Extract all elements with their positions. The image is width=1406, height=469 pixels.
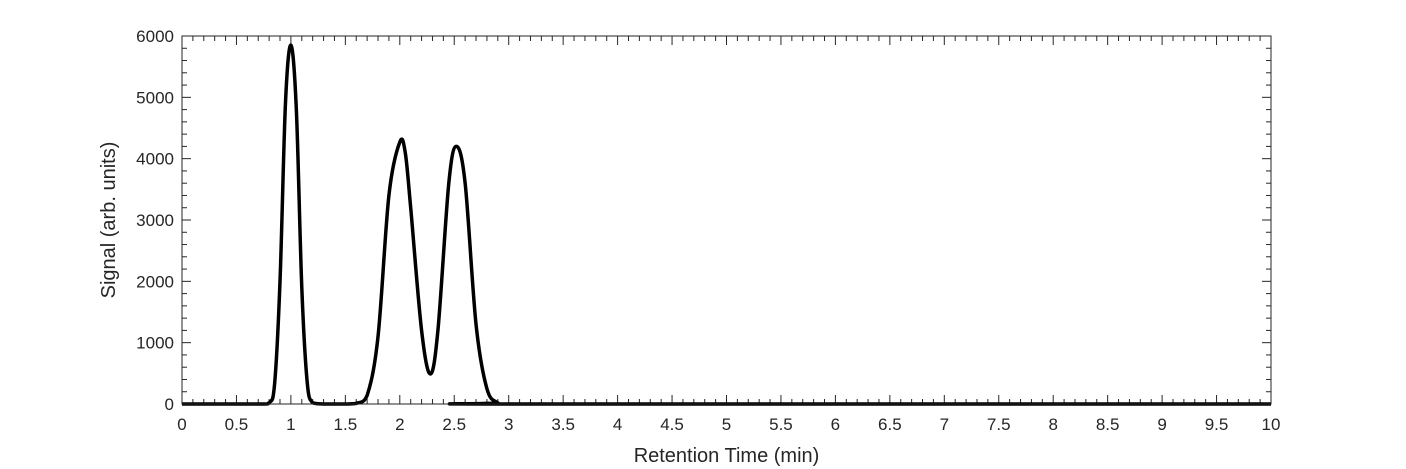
x-tick-label: 7.5 bbox=[987, 415, 1011, 434]
x-tick-label: 4 bbox=[613, 415, 622, 434]
y-tick-label: 3000 bbox=[136, 211, 174, 230]
y-tick-label: 2000 bbox=[136, 272, 174, 291]
y-tick-label: 4000 bbox=[136, 150, 174, 169]
x-axis-label: Retention Time (min) bbox=[634, 445, 820, 467]
y-axis-label: Signal (arb. units) bbox=[98, 142, 120, 299]
y-tick-label: 0 bbox=[165, 395, 174, 414]
x-tick-label: 3 bbox=[504, 415, 513, 434]
plot-background bbox=[182, 36, 1271, 404]
x-tick-label: 5 bbox=[722, 415, 731, 434]
x-tick-label: 8.5 bbox=[1096, 415, 1120, 434]
signal-line bbox=[181, 43, 1271, 406]
y-minor-ticks bbox=[182, 47, 1271, 393]
x-tick-label: 3.5 bbox=[551, 415, 575, 434]
y-tick-label: 6000 bbox=[136, 27, 174, 46]
x-tick-label: 9 bbox=[1157, 415, 1166, 434]
x-tick-label: 2 bbox=[395, 415, 404, 434]
x-tick-label: 2.5 bbox=[442, 415, 466, 434]
x-tick-label: 6 bbox=[831, 415, 840, 434]
plot-frame bbox=[181, 35, 1272, 405]
x-tick-label: 8 bbox=[1048, 415, 1057, 434]
series-group bbox=[181, 43, 1271, 406]
y-tick-label: 5000 bbox=[136, 88, 174, 107]
y-tick-label: 1000 bbox=[136, 334, 174, 353]
x-tick-label: 10 bbox=[1262, 415, 1281, 434]
x-tick-label: 4.5 bbox=[660, 415, 684, 434]
x-tick-label: 7 bbox=[940, 415, 949, 434]
x-tick-label: 0.5 bbox=[225, 415, 249, 434]
x-tick-label: 6.5 bbox=[878, 415, 902, 434]
x-tick-label: 9.5 bbox=[1205, 415, 1229, 434]
x-tick-label: 0 bbox=[177, 415, 186, 434]
x-tick-label: 5.5 bbox=[769, 415, 793, 434]
y-axis-ticks: 0 1000 2000 3000 4000 5000 6000 bbox=[136, 27, 1271, 414]
x-axis-ticks: 0 0.5 1 1.5 2 2.5 3 3.5 4 4.5 5 5.5 6 6.5 7 7.5 8 8.5 9 9.5… bbox=[177, 36, 1280, 434]
x-tick-label: 1 bbox=[286, 415, 295, 434]
x-tick-label: 1.5 bbox=[334, 415, 358, 434]
